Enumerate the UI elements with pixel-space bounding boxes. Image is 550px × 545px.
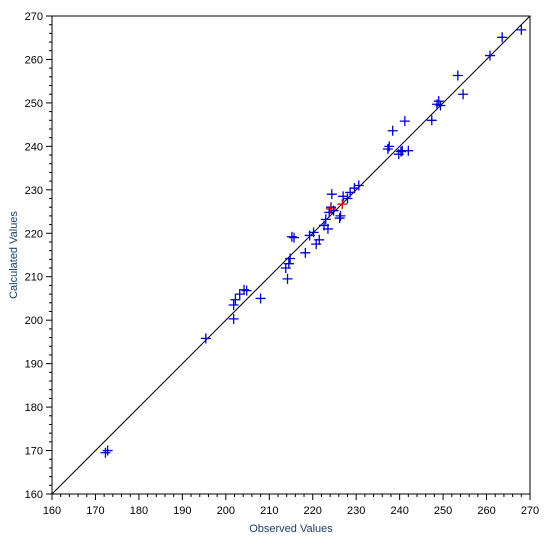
y-axis-title: Calculated Values — [8, 211, 20, 299]
data-point — [335, 210, 346, 221]
data-point — [289, 232, 300, 243]
data-point — [337, 199, 348, 210]
x-tick-label: 210 — [260, 505, 278, 517]
data-point — [384, 141, 395, 152]
data-point — [345, 187, 356, 198]
y-tick-label: 190 — [25, 359, 43, 371]
y-tick-label: 180 — [25, 402, 43, 414]
x-tick-label: 230 — [347, 505, 365, 517]
data-point — [322, 223, 333, 234]
x-tick-label: 250 — [434, 505, 452, 517]
data-point — [382, 143, 393, 154]
data-point — [342, 193, 353, 204]
data-point — [452, 70, 463, 81]
data-point — [516, 24, 527, 35]
data-point — [326, 189, 337, 200]
data-point — [234, 289, 245, 300]
data-point — [328, 205, 339, 216]
data-point — [283, 258, 294, 269]
data-points-layer — [100, 24, 527, 458]
data-point — [200, 333, 211, 344]
data-point — [399, 116, 410, 127]
data-point — [395, 146, 406, 157]
data-point — [458, 89, 469, 100]
data-point — [308, 227, 319, 238]
y-tick-label: 270 — [25, 11, 43, 23]
x-tick-label: 190 — [173, 505, 191, 517]
y-tick-label: 260 — [25, 54, 43, 66]
data-point — [239, 284, 250, 295]
x-tick-label: 180 — [130, 505, 148, 517]
data-point — [228, 299, 239, 310]
x-tick-label: 270 — [521, 505, 539, 517]
data-point — [241, 285, 252, 296]
data-point — [300, 247, 311, 258]
x-tick-label: 260 — [477, 505, 495, 517]
x-tick-label: 170 — [86, 505, 104, 517]
y-tick-label: 210 — [25, 272, 43, 284]
data-point — [320, 214, 331, 225]
y-tick-label: 170 — [25, 446, 43, 458]
y-tick-label: 230 — [25, 185, 43, 197]
data-point — [286, 231, 297, 242]
data-point — [349, 183, 360, 194]
data-point — [497, 32, 508, 43]
data-point — [435, 100, 446, 111]
x-tick-label: 200 — [217, 505, 235, 517]
data-point — [433, 96, 444, 107]
plot-frame — [51, 15, 531, 495]
y-tick-label: 220 — [25, 228, 43, 240]
data-point — [282, 273, 293, 284]
reference-line-layer — [51, 15, 531, 495]
x-tick-label: 220 — [304, 505, 322, 517]
ticks-layer: 160 170 180 190 200 210 220 230 240 250 260 270 160 1… — [25, 11, 540, 517]
data-point — [255, 293, 266, 304]
data-point — [100, 447, 111, 458]
data-point — [285, 253, 296, 264]
data-point — [353, 180, 364, 191]
data-point — [387, 125, 398, 136]
data-point — [228, 313, 239, 324]
x-axis-title: Observed Values — [249, 523, 333, 535]
data-point — [314, 234, 325, 245]
data-point — [485, 50, 496, 61]
identity-reference-line — [51, 15, 531, 495]
y-tick-label: 240 — [25, 141, 43, 153]
data-point — [403, 145, 414, 156]
data-point — [426, 115, 437, 126]
x-tick-label: 160 — [43, 505, 61, 517]
data-point — [334, 213, 345, 224]
data-point — [230, 294, 241, 305]
y-tick-label: 200 — [25, 315, 43, 327]
data-point — [338, 191, 349, 202]
data-point — [102, 445, 113, 456]
data-point — [325, 203, 336, 214]
y-tick-label: 160 — [25, 489, 43, 501]
y-tick-label: 250 — [25, 98, 43, 110]
x-tick-label: 240 — [390, 505, 408, 517]
